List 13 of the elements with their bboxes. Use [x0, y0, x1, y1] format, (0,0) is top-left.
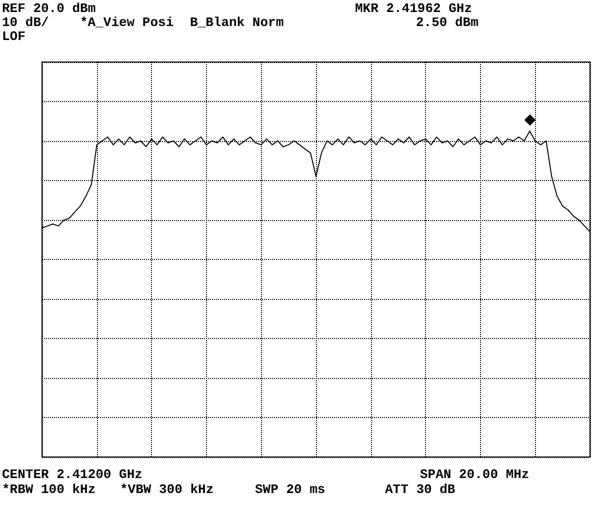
text: 10 dB/	[2, 15, 50, 30]
text: LOF	[2, 29, 26, 44]
text: ATT 30 dB	[385, 482, 456, 497]
text: MKR 2.41962 GHz	[355, 1, 472, 16]
text: SWP 20 ms	[255, 482, 326, 497]
text: REF 20.0 dBm	[2, 1, 96, 16]
text: *RBW 100 kHz	[2, 482, 96, 497]
text: CENTER 2.41200 GHz	[2, 467, 142, 482]
text: SPAN 20.00 MHz	[420, 467, 530, 482]
text: B_Blank Norm	[190, 15, 284, 30]
text: 2.50 dBm	[416, 15, 479, 30]
text: *VBW 300 kHz	[120, 482, 214, 497]
text: *A_View Posi	[80, 15, 174, 30]
